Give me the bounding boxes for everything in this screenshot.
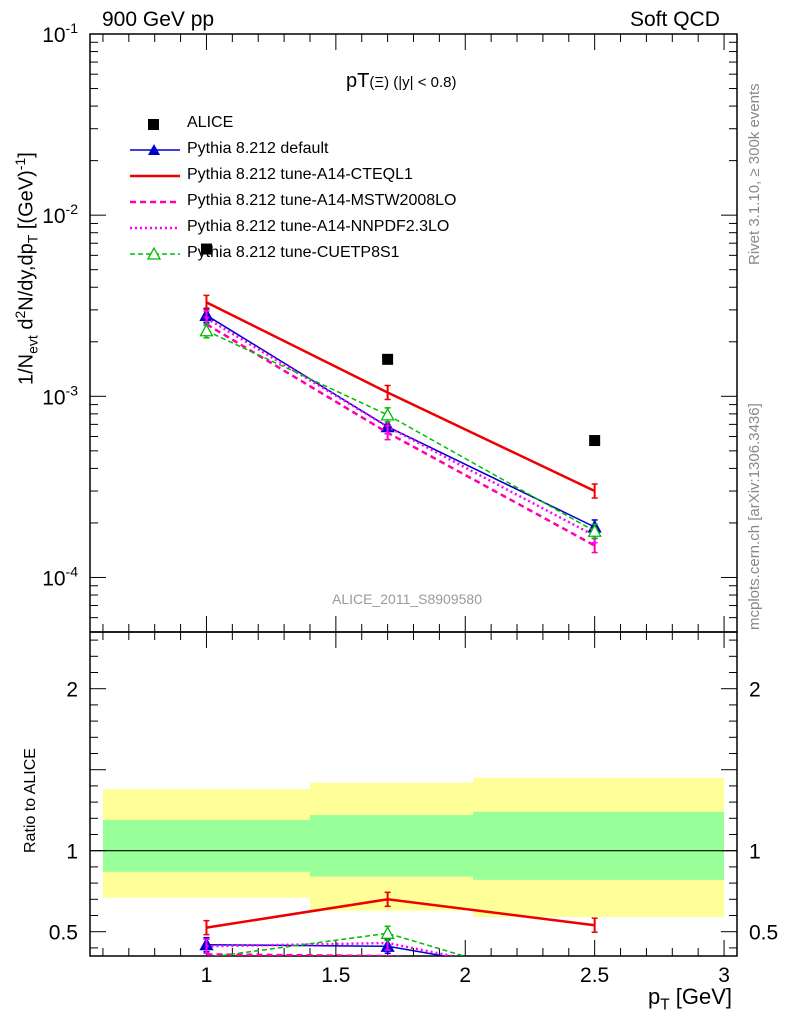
xtick-label: 2 (459, 964, 471, 987)
main-line-cteql1 (205, 301, 596, 493)
main-ytick-label: 10-4 (42, 563, 78, 590)
main-frame (89, 33, 738, 633)
legend-label-nnpdf: Pythia 8.212 tune-A14-NNPDF2.3LO (187, 218, 450, 235)
ratio-band-inner-1 (309, 815, 474, 877)
alice-point (589, 435, 601, 447)
xlabel: pT [GeV] (648, 984, 733, 1014)
header-left: 900 GeV pp (102, 8, 215, 31)
main-ytick-label: 10-3 (42, 382, 78, 409)
xtick-label: 1.5 (321, 964, 350, 987)
ratio-ytick-label-right: 2 (749, 679, 761, 702)
alice-point (382, 353, 394, 365)
xtick-label: 3 (718, 964, 730, 987)
ratio-ytick-label-right: 0.5 (749, 922, 778, 945)
ratio-point-cuetp (380, 925, 395, 939)
legend-label-alice: ALICE (187, 114, 234, 131)
legend-marker-mstw (130, 200, 180, 204)
ratio-ytick-label-left: 1 (66, 841, 78, 864)
header-right: Soft QCD (630, 8, 720, 31)
ratio-ylabel: Ratio to ALICE (22, 748, 39, 853)
ratio-ytick-label-left: 0.5 (49, 922, 78, 945)
legend-marker-cuetp (130, 246, 180, 260)
main-line-default (206, 314, 596, 528)
chart-title-rest: (Ξ) (|y| < 0.8) (369, 74, 457, 91)
analysis-watermark: ALICE_2011_S8909580 (332, 591, 482, 607)
ratio-line-mstw (206, 953, 404, 956)
main-point-cuetp (199, 323, 214, 337)
legend-marker-default (130, 144, 180, 155)
alice-point (200, 243, 212, 255)
chart-title-main: pT (346, 70, 370, 92)
legend-label-default: Pythia 8.212 default (187, 140, 329, 157)
main-ytick-label: 10-1 (42, 20, 78, 47)
ratio-ytick-label-right: 1 (749, 841, 761, 864)
chart-title: pT(Ξ) (|y| < 0.8) (346, 70, 456, 93)
legend-label-mstw: Pythia 8.212 tune-A14-MSTW2008LO (187, 192, 457, 209)
legend-marker-cteql1 (130, 174, 180, 178)
legend-marker-nnpdf (130, 226, 180, 230)
main-point-cuetp (587, 523, 602, 537)
ratio-band-inner-0 (102, 819, 310, 872)
ratio-line-cuetp (212, 932, 467, 956)
main-point-cuetp (380, 407, 395, 421)
main-line-cuetp (206, 330, 596, 532)
ratio-ytick-label-left: 2 (66, 679, 78, 702)
legend-marker-alice (148, 119, 159, 130)
legend-label-cuetp: Pythia 8.212 tune-CUETP8S1 (187, 244, 400, 261)
ratio-band-inner-2 (473, 811, 725, 880)
xtick-label: 2.5 (580, 964, 609, 987)
legend-label-cteql1: Pythia 8.212 tune-A14-CTEQL1 (187, 166, 413, 183)
xtick-label: 1 (201, 964, 213, 987)
main-ytick-label: 10-2 (42, 201, 78, 228)
main-ylabel: 1/Nevt d2N/dy,dpT [(GeV)-1] (12, 152, 41, 385)
